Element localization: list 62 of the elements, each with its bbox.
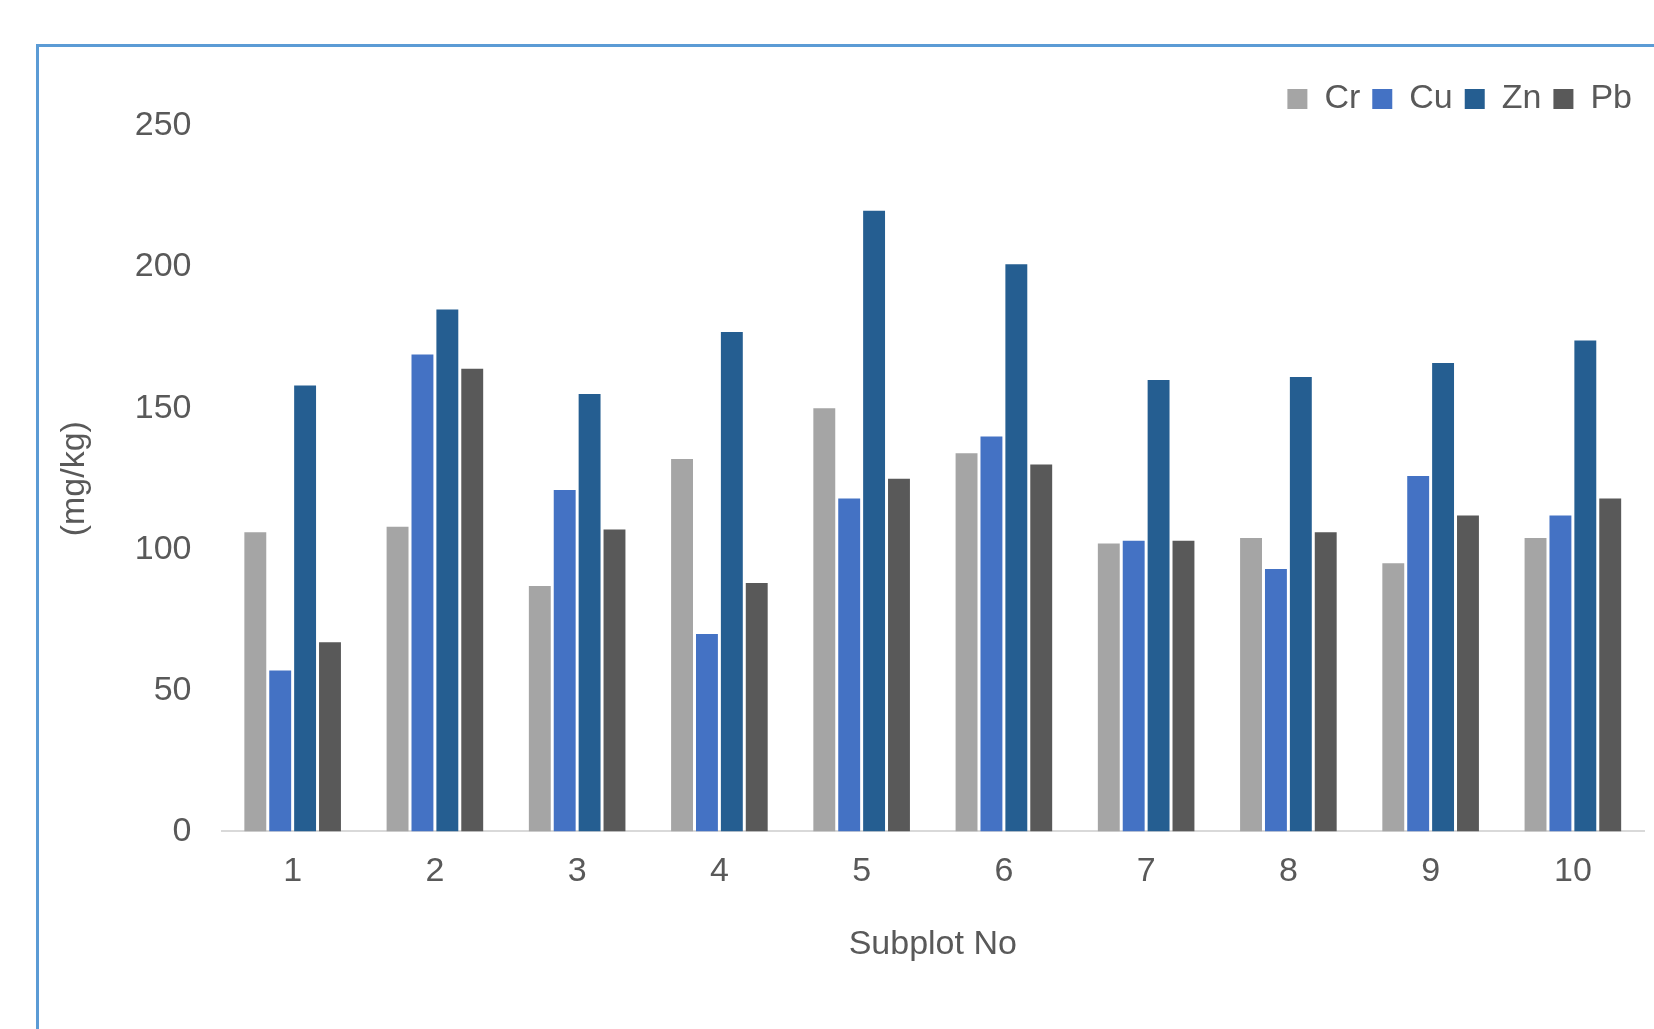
bar: [888, 478, 910, 832]
bar: [386, 526, 409, 832]
bar: [411, 354, 434, 832]
bar: [863, 210, 886, 832]
bar: [1524, 537, 1547, 832]
bar: [838, 498, 861, 832]
bar: [1432, 363, 1455, 832]
bar: [1097, 543, 1120, 832]
bar: [553, 489, 576, 832]
bar: [1549, 515, 1572, 832]
legend-label: Cr: [1324, 77, 1361, 116]
bar: [695, 633, 718, 832]
bar: [244, 532, 267, 832]
bar: [980, 436, 1003, 832]
legend-label: Pb: [1590, 77, 1633, 116]
bar: [461, 368, 484, 832]
bar: [269, 670, 292, 832]
bar: [1574, 340, 1597, 832]
bar: [1147, 379, 1170, 832]
y-tick-label: 150: [134, 386, 192, 425]
x-tick-label: 4: [709, 850, 729, 889]
bar: [1122, 540, 1145, 832]
x-tick-label: 5: [852, 850, 872, 889]
legend-label: Zn: [1501, 77, 1542, 116]
bar: [1407, 475, 1430, 832]
bar: [1030, 464, 1053, 832]
bar: [1264, 568, 1287, 832]
bar: [745, 583, 768, 832]
bar: [1314, 532, 1337, 832]
bar: [955, 453, 978, 832]
y-tick-label: 100: [134, 527, 192, 566]
x-tick-label: 1: [283, 850, 303, 889]
bar: [1599, 498, 1622, 832]
bar: [578, 394, 601, 832]
bar: [528, 585, 551, 832]
y-tick-label: 0: [172, 809, 192, 848]
bar: [1289, 377, 1312, 832]
x-tick-label: 6: [994, 850, 1014, 889]
x-tick-label: 9: [1421, 850, 1441, 889]
bar: [436, 309, 459, 832]
x-tick-label: 8: [1278, 850, 1298, 889]
bar: [813, 408, 836, 832]
y-tick-label: 200: [134, 245, 192, 284]
bar: [671, 458, 694, 832]
bar: [1457, 515, 1479, 832]
bar: [1240, 537, 1262, 832]
bar: [720, 331, 743, 832]
x-tick-label: 7: [1136, 850, 1156, 889]
bar: [294, 385, 317, 832]
y-tick-label: 250: [134, 104, 192, 143]
bar: [1382, 563, 1405, 832]
bar: [319, 642, 341, 832]
x-axis-title: Subplot No: [848, 922, 1017, 961]
x-tick-label: 10: [1553, 850, 1592, 889]
x-tick-label: 2: [425, 850, 445, 889]
bar: [1005, 264, 1028, 832]
x-tick-label: 3: [567, 850, 587, 889]
y-axis-title: (mg/kg): [52, 421, 91, 537]
y-tick-label: 50: [153, 668, 192, 707]
bar: [1172, 540, 1195, 832]
legend-label: Cu: [1409, 77, 1453, 116]
bar: [603, 529, 626, 832]
